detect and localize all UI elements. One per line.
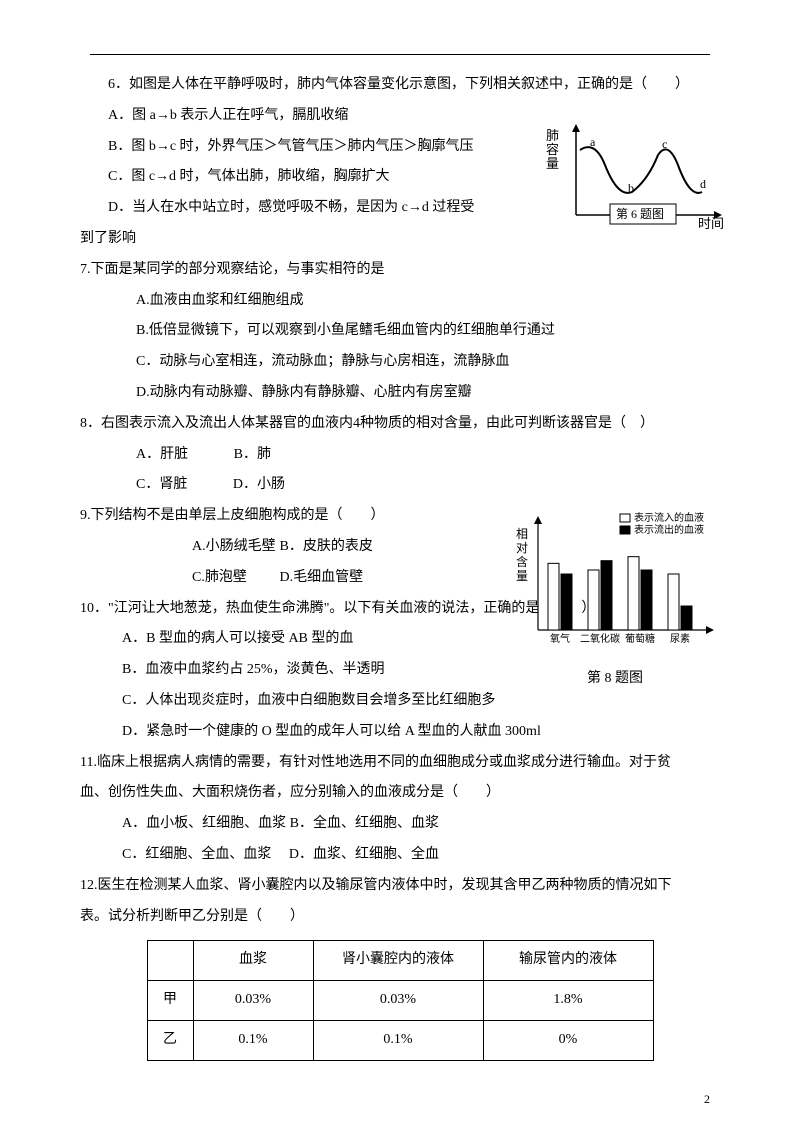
table-cell: 0.1% (313, 1020, 483, 1060)
q11-opts-row2: C．红细胞、全血、血浆 D．血浆、红细胞、全血 (80, 840, 720, 871)
svg-text:二氧化碳: 二氧化碳 (580, 632, 620, 645)
table-row: 甲 0.03% 0.03% 1.8% (147, 981, 653, 1021)
table-cell: 0% (483, 1020, 653, 1060)
q12-stem: 12.医生在检测某人血浆、肾小囊腔内以及输尿管内液体中时，发现其含甲乙两种物质的… (80, 871, 720, 902)
q11-stem-cont: 血、创伤性失血、大面积烧伤者，应分别输入的血液成分是（ ） (80, 778, 720, 809)
svg-text:葡萄糖: 葡萄糖 (625, 632, 655, 645)
q9-opt-d: D.毛细血管壁 (280, 570, 364, 585)
q8-opt-b: B．肺 (234, 447, 271, 462)
q7-opt-d: D.动脉内有动脉瓣、静脉内有静脉瓣、心脏内有房室瓣 (80, 378, 720, 409)
fig6-label-b: b (628, 181, 634, 195)
table-row: 血浆 肾小囊腔内的液体 输尿管内的液体 (147, 941, 653, 981)
svg-text:肺: 肺 (546, 128, 559, 143)
q8-opt-c: C．肾脏 (136, 477, 187, 492)
svg-text:尿素: 尿素 (670, 632, 690, 645)
svg-text:表示流出的血液: 表示流出的血液 (634, 523, 704, 536)
svg-text:含: 含 (516, 554, 528, 569)
q7-opt-b: B.低倍显微镜下，可以观察到小鱼尾鳍毛细血管内的红细胞单行通过 (80, 316, 720, 347)
table-header-1: 血浆 (193, 941, 313, 981)
q9-opt-b: B．皮肤的表皮 (280, 539, 373, 554)
q11-opt-a: A．血小板、红细胞、血浆 (122, 816, 286, 831)
svg-text:相: 相 (516, 527, 528, 541)
fig6-label-a: a (590, 135, 596, 149)
q8-opts-row2: C．肾脏 D．小肠 (80, 470, 720, 501)
q8-stem: 8．右图表示流入及流出人体某器官的血液内4种物质的相对含量，由此可判断该器官是（… (80, 409, 720, 440)
table-row-label: 乙 (147, 1020, 193, 1060)
table-cell: 0.1% (193, 1020, 313, 1060)
q11-opts-row1: A．血小板、红细胞、血浆 B．全血、红细胞、血浆 (80, 809, 720, 840)
figure-8: 相对含量表示流入的血液表示流出的血液氧气二氧化碳葡萄糖尿素 第 8 题图 (510, 508, 720, 678)
page-number: 2 (704, 1086, 710, 1112)
svg-text:对: 对 (516, 541, 528, 555)
q7-stem: 7.下面是某同学的部分观察结论，与事实相符的是 (80, 255, 720, 286)
q7-opt-c: C．动脉与心室相连，流动脉血；静脉与心房相连，流静脉血 (80, 347, 720, 378)
table-cell: 1.8% (483, 981, 653, 1021)
table-cell: 0.03% (313, 981, 483, 1021)
table-header-blank (147, 941, 193, 981)
q8-opt-d: D．小肠 (233, 477, 285, 492)
figure-6: a b c d 肺 容 量 第 6 题图 时间 (540, 120, 730, 230)
fig6-label-c: c (662, 137, 667, 151)
q8-opts-row1: A．肝脏 B．肺 (80, 440, 720, 471)
q11-opt-d: D．血浆、红细胞、全血 (289, 847, 439, 862)
q11-stem: 11.临床上根据病人病情的需要，有针对性地选用不同的血细胞成分或血浆成分进行输血… (80, 748, 720, 779)
svg-text:容: 容 (546, 142, 559, 157)
svg-text:量: 量 (516, 569, 528, 583)
table-header-2: 肾小囊腔内的液体 (313, 941, 483, 981)
q9-opt-a: A.小肠绒毛壁 (136, 532, 276, 563)
q11-opt-c: C．红细胞、全血、血浆 (122, 847, 271, 862)
q8-opt-a: A．肝脏 (136, 447, 188, 462)
q7-opt-a: A.血液由血浆和红细胞组成 (80, 286, 720, 317)
svg-text:量: 量 (546, 156, 559, 171)
table-cell: 0.03% (193, 981, 313, 1021)
svg-text:氧气: 氧气 (550, 632, 570, 645)
table-row-label: 甲 (147, 981, 193, 1021)
q12-stem-cont: 表。试分析判断甲乙分别是（ ） (80, 902, 720, 933)
q9-opt-c: C.肺泡壁 (136, 563, 276, 594)
q11-opt-b: B．全血、红细胞、血浆 (290, 816, 439, 831)
fig6-caption: 第 6 题图 (616, 207, 664, 221)
table-header-3: 输尿管内的液体 (483, 941, 653, 981)
table-row: 乙 0.1% 0.1% 0% (147, 1020, 653, 1060)
svg-text:时间: 时间 (698, 216, 724, 230)
q12-table: 血浆 肾小囊腔内的液体 输尿管内的液体 甲 0.03% 0.03% 1.8% 乙… (147, 940, 654, 1060)
q6-stem: 6．如图是人体在平静呼吸时，肺内气体容量变化示意图，下列相关叙述中，正确的是（ … (80, 70, 720, 101)
fig8-caption: 第 8 题图 (510, 664, 720, 695)
fig6-label-d: d (700, 177, 706, 191)
svg-text:表示流入的血液: 表示流入的血液 (634, 511, 704, 524)
q10-opt-d: D．紧急时一个健康的 O 型血的成年人可以给 A 型血的人献血 300ml (80, 717, 720, 748)
top-rule (90, 54, 710, 55)
